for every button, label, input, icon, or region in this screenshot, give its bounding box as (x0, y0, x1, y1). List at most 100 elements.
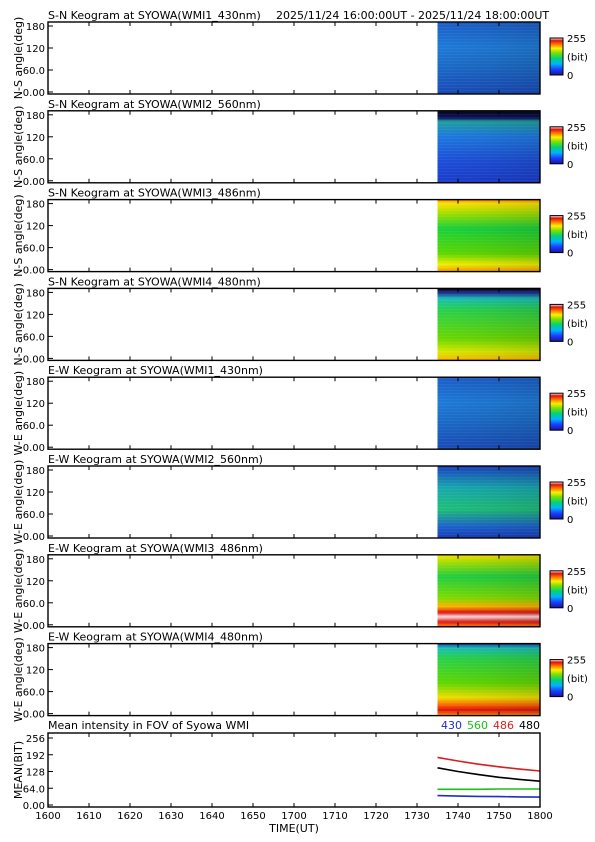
y-axis-label: W-E angle(deg) (12, 371, 25, 456)
colorbar-unit-label: (bit) (567, 408, 588, 419)
y-axis-label: MEAN(BIT) (12, 741, 25, 799)
colorbar-unit-label: (bit) (567, 585, 588, 596)
y-tick-label: 60.0 (23, 155, 45, 166)
colorbar (549, 303, 564, 342)
x-tick-label: 1740 (445, 811, 470, 822)
x-tick-label: 1650 (240, 811, 265, 822)
y-tick-label: 120 (26, 488, 45, 499)
y-tick-label: 0.00 (23, 354, 45, 365)
x-tick-label: 1640 (199, 811, 224, 822)
y-axis-label: N-S angle(deg) (12, 283, 25, 366)
chart-title: 2025/11/24 16:00:00UT - 2025/11/24 18:00… (276, 9, 549, 22)
colorbar-unit-label: (bit) (567, 141, 588, 152)
colorbar-max-label: 255 (567, 123, 586, 134)
y-tick-label: 120 (26, 133, 45, 144)
y-axis-label: N-S angle(deg) (12, 194, 25, 277)
y-tick-label: 64.0 (23, 784, 45, 795)
panel-title: S-N Keogram at SYOWA(WMI1_430nm) (48, 9, 261, 22)
y-axis-label: W-E angle(deg) (12, 548, 25, 633)
colorbar (549, 481, 564, 520)
panel-title: E-W Keogram at SYOWA(WMI2_560nm) (48, 453, 263, 466)
colorbar-unit-label: (bit) (567, 53, 588, 64)
x-axis-label: TIME(UT) (268, 822, 319, 835)
colorbar (549, 659, 564, 698)
y-tick-label: 128 (26, 768, 45, 779)
colorbar-max-label: 255 (567, 478, 586, 489)
colorbar-min-label: 0 (567, 71, 573, 82)
y-axis-label: N-S angle(deg) (12, 106, 25, 189)
y-tick-label: 180 (26, 22, 45, 33)
y-tick-label: 180 (26, 466, 45, 477)
colorbar (549, 215, 564, 254)
y-tick-label: 60.0 (23, 332, 45, 343)
colorbar-min-label: 0 (567, 604, 573, 615)
y-tick-label: 120 (26, 577, 45, 588)
x-tick-label: 1700 (281, 811, 306, 822)
colorbar-min-label: 0 (567, 249, 573, 260)
colorbar-max-label: 255 (567, 389, 586, 400)
keogram-panel: E-W Keogram at SYOWA(WMI2_560nm)180 120 60… (12, 453, 588, 544)
colorbar (549, 392, 564, 431)
y-tick-label: 180 (26, 555, 45, 566)
series-line (437, 767, 541, 782)
x-tick-label: 1720 (363, 811, 388, 822)
y-tick-label: 180 (26, 200, 45, 211)
colorbar-min-label: 0 (567, 426, 573, 437)
keogram-shading (437, 377, 540, 450)
panel-title: E-W Keogram at SYOWA(WMI1_430nm) (48, 364, 263, 377)
series-line (437, 794, 541, 798)
x-tick-label: 1610 (76, 811, 101, 822)
legend-entry: 480 (519, 719, 540, 732)
y-axis-label: N-S angle(deg) (12, 17, 25, 100)
y-tick-label: 120 (26, 310, 45, 321)
y-tick-label: 60.0 (23, 66, 45, 77)
colorbar-min-label: 0 (567, 337, 573, 348)
keogram-shading (437, 288, 540, 361)
keogram-panel: E-W Keogram at SYOWA(WMI3_486nm)180 120 60… (12, 542, 588, 633)
colorbar-unit-label: (bit) (567, 230, 588, 241)
x-tick-label: 1710 (322, 811, 347, 822)
y-tick-label: 0.00 (23, 88, 45, 99)
colorbar-min-label: 0 (567, 693, 573, 704)
colorbar-min-label: 0 (567, 160, 573, 171)
x-tick-label: 1800 (527, 811, 552, 822)
y-tick-label: 120 (26, 399, 45, 410)
panel-title: E-W Keogram at SYOWA(WMI3_486nm) (48, 542, 263, 555)
y-tick-label: 0.00 (23, 532, 45, 543)
mean-plot-title: Mean intensity in FOV of Syowa WMI (48, 719, 249, 732)
keogram-panel: S-N Keogram at SYOWA(WMI3_486nm)180 120 60… (12, 187, 588, 277)
keogram-panel: E-W Keogram at SYOWA(WMI4_480nm)180 120 60… (12, 631, 588, 722)
panel-title: S-N Keogram at SYOWA(WMI2_560nm) (48, 98, 261, 111)
y-tick-label: 120 (26, 44, 45, 55)
colorbar (549, 570, 564, 609)
y-tick-label: 0.00 (23, 801, 45, 812)
keogram-shading (437, 199, 540, 272)
colorbar-max-label: 255 (567, 300, 586, 311)
y-tick-label: 60.0 (23, 244, 45, 255)
y-tick-label: 60.0 (23, 510, 45, 521)
y-tick-label: 60.0 (23, 599, 45, 610)
panel-title: E-W Keogram at SYOWA(WMI4_480nm) (48, 631, 263, 644)
keogram-panel: S-N Keogram at SYOWA(WMI2_560nm)180 120 60… (12, 98, 588, 188)
colorbar-unit-label: (bit) (567, 319, 588, 330)
y-axis-label: W-E angle(deg) (12, 460, 25, 545)
y-tick-label: 120 (26, 666, 45, 677)
keogram-panel: S-N Keogram at SYOWA(WMI1_430nm) 2025/11/… (12, 9, 588, 99)
colorbar-max-label: 255 (567, 567, 586, 578)
keogram-shading (437, 22, 540, 94)
legend-entry: 560 (467, 719, 488, 732)
colorbar-max-label: 255 (567, 34, 586, 45)
x-tick-label: 1630 (158, 811, 183, 822)
x-tick-label: 1600 (35, 811, 60, 822)
y-tick-label: 60.0 (23, 421, 45, 432)
y-tick-label: 0.00 (23, 710, 45, 721)
x-tick-label: 1750 (486, 811, 511, 822)
colorbar-max-label: 255 (567, 212, 586, 223)
y-tick-label: 0.00 (23, 177, 45, 188)
x-tick-label: 1730 (404, 811, 429, 822)
y-axis-label: W-E angle(deg) (12, 637, 25, 722)
colorbar (549, 126, 564, 165)
keogram-shading (437, 110, 540, 183)
keogram-panel: S-N Keogram at SYOWA(WMI4_480nm)180 120 60… (12, 275, 588, 365)
x-tick-label: 1620 (117, 811, 142, 822)
